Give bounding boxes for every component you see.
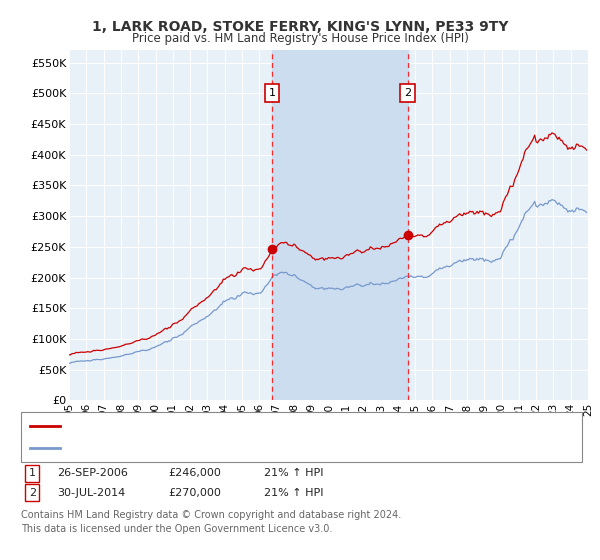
Text: 26-SEP-2006: 26-SEP-2006 (57, 468, 128, 478)
Text: 1, LARK ROAD, STOKE FERRY, KING'S LYNN, PE33 9TY (detached house): 1, LARK ROAD, STOKE FERRY, KING'S LYNN, … (66, 421, 437, 431)
Text: £246,000: £246,000 (168, 468, 221, 478)
Text: 1: 1 (268, 88, 275, 99)
Text: Contains HM Land Registry data © Crown copyright and database right 2024.
This d: Contains HM Land Registry data © Crown c… (21, 510, 401, 534)
Bar (272, 50, 408, 400)
Text: 30-JUL-2014: 30-JUL-2014 (57, 488, 125, 498)
Text: HPI: Average price, detached house, King's Lynn and West Norfolk: HPI: Average price, detached house, King… (66, 443, 410, 453)
Text: 21% ↑ HPI: 21% ↑ HPI (264, 468, 323, 478)
Text: 1, LARK ROAD, STOKE FERRY, KING'S LYNN, PE33 9TY: 1, LARK ROAD, STOKE FERRY, KING'S LYNN, … (92, 20, 508, 34)
Text: 2: 2 (404, 88, 411, 99)
Text: Price paid vs. HM Land Registry's House Price Index (HPI): Price paid vs. HM Land Registry's House … (131, 32, 469, 45)
Text: £270,000: £270,000 (168, 488, 221, 498)
Text: 2: 2 (29, 488, 36, 498)
Text: 1: 1 (29, 468, 36, 478)
Text: 21% ↑ HPI: 21% ↑ HPI (264, 488, 323, 498)
